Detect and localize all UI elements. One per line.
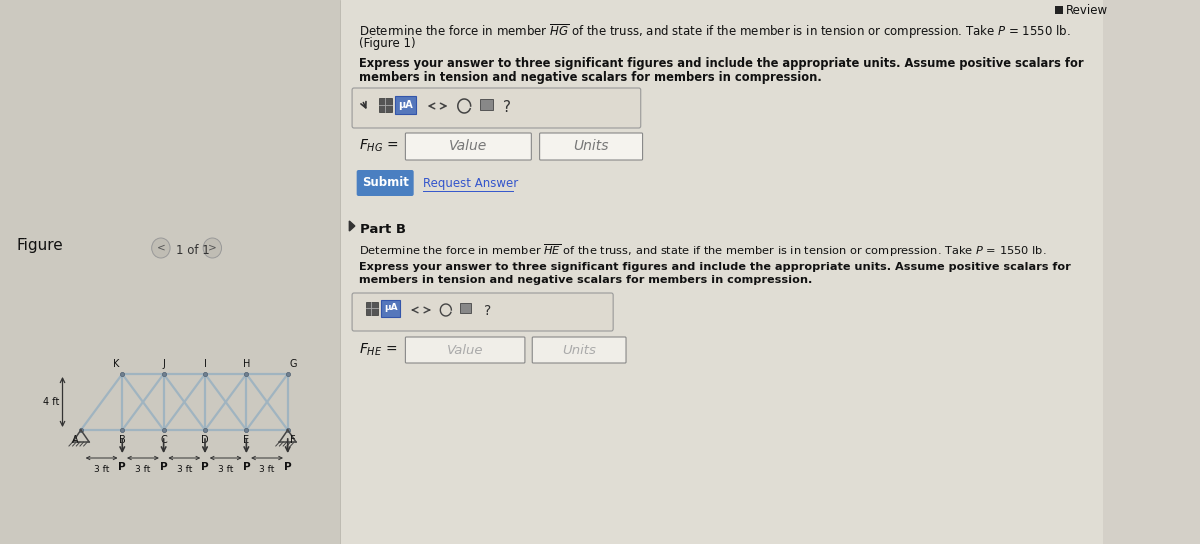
Circle shape: [151, 238, 170, 258]
FancyBboxPatch shape: [406, 337, 524, 363]
Text: ?: ?: [484, 304, 491, 318]
Polygon shape: [349, 221, 355, 231]
Text: J: J: [162, 359, 166, 369]
Text: (Figure 1): (Figure 1): [359, 37, 415, 50]
Text: F: F: [289, 435, 295, 445]
Text: Value: Value: [446, 343, 484, 356]
FancyBboxPatch shape: [352, 293, 613, 331]
Text: G: G: [289, 359, 298, 369]
FancyBboxPatch shape: [356, 170, 414, 196]
Text: 3 ft: 3 ft: [176, 465, 192, 474]
FancyBboxPatch shape: [352, 88, 641, 128]
Text: 3 ft: 3 ft: [259, 465, 275, 474]
Text: A: A: [72, 435, 78, 445]
Text: 3 ft: 3 ft: [218, 465, 233, 474]
Bar: [366, 302, 378, 315]
Text: P: P: [242, 462, 250, 472]
Text: P: P: [160, 462, 168, 472]
Bar: [1055, 6, 1063, 14]
Text: E: E: [244, 435, 250, 445]
FancyBboxPatch shape: [533, 337, 626, 363]
Text: 4 ft: 4 ft: [43, 397, 60, 407]
Text: Units: Units: [563, 343, 596, 356]
Text: Submit: Submit: [361, 176, 409, 189]
Text: Figure: Figure: [17, 238, 64, 253]
Text: H: H: [242, 359, 250, 369]
Text: Determine the force in member $\overline{HG}$ of the truss, and state if the mem: Determine the force in member $\overline…: [359, 22, 1070, 41]
Bar: [382, 300, 400, 317]
Text: 3 ft: 3 ft: [136, 465, 151, 474]
Text: μA: μA: [384, 304, 397, 312]
Text: Review: Review: [1067, 3, 1109, 16]
Text: $F_{HG}$ =: $F_{HG}$ =: [359, 138, 398, 154]
Text: ?: ?: [504, 100, 511, 115]
Bar: [460, 303, 470, 313]
Text: B: B: [119, 435, 126, 445]
Text: Units: Units: [574, 139, 608, 153]
Bar: [0, 0, 340, 544]
Bar: [395, 96, 415, 114]
Text: P: P: [119, 462, 126, 472]
Text: members in tension and negative scalars for members in compression.: members in tension and negative scalars …: [359, 275, 812, 285]
Bar: [480, 99, 493, 110]
Text: P: P: [284, 462, 292, 472]
Text: >: >: [208, 243, 217, 253]
Text: 1 of 1: 1 of 1: [175, 244, 209, 257]
Text: Express your answer to three significant figures and include the appropriate uni: Express your answer to three significant…: [359, 262, 1070, 272]
Bar: [379, 98, 391, 112]
Text: Express your answer to three significant figures and include the appropriate uni: Express your answer to three significant…: [359, 57, 1084, 70]
Text: <: <: [156, 243, 166, 253]
Text: $F_{HE}$ =: $F_{HE}$ =: [359, 342, 397, 358]
Text: K: K: [113, 359, 120, 369]
FancyBboxPatch shape: [540, 133, 642, 160]
Text: C: C: [161, 435, 167, 445]
Text: Request Answer: Request Answer: [422, 176, 518, 189]
Text: μA: μA: [398, 100, 413, 110]
Text: members in tension and negative scalars for members in compression.: members in tension and negative scalars …: [359, 71, 821, 84]
Text: Part B: Part B: [360, 223, 407, 236]
Text: D: D: [202, 435, 209, 445]
Text: Determine the force in member $\overline{HE}$ of the truss, and state if the mem: Determine the force in member $\overline…: [359, 242, 1046, 259]
Bar: [340, 0, 1103, 544]
FancyBboxPatch shape: [406, 133, 532, 160]
Text: Value: Value: [449, 139, 487, 153]
Text: I: I: [204, 359, 206, 369]
Text: P: P: [202, 462, 209, 472]
Circle shape: [203, 238, 222, 258]
Text: 3 ft: 3 ft: [94, 465, 109, 474]
